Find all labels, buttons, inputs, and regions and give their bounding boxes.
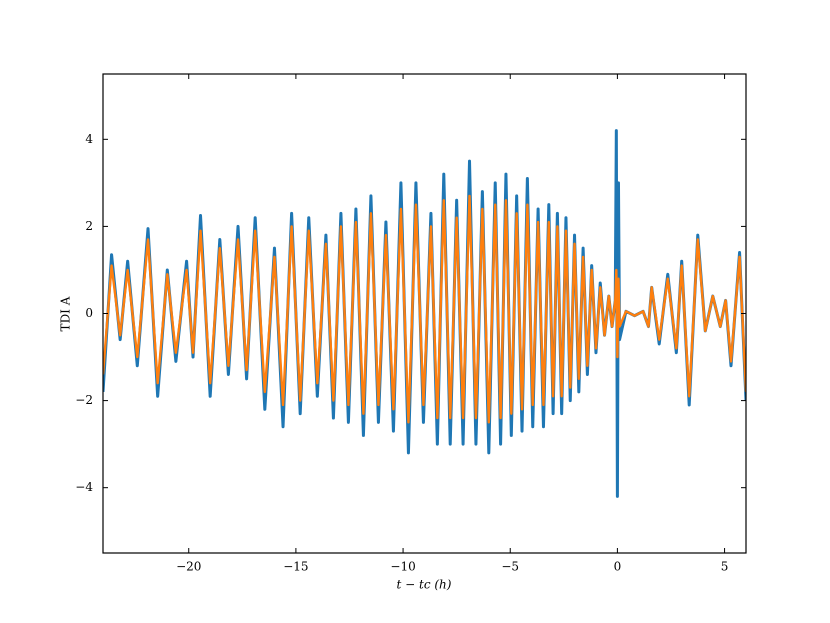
x-tick-label: 0 xyxy=(614,560,622,574)
x-tick-label: −20 xyxy=(176,560,201,574)
series-line xyxy=(103,194,746,424)
x-tick-label: −5 xyxy=(501,560,519,574)
x-axis-label: t − tc (h) xyxy=(397,578,452,592)
y-tick-label: −4 xyxy=(75,480,93,494)
x-tick-label: −10 xyxy=(390,560,415,574)
y-tick-label: 2 xyxy=(85,219,93,233)
x-tick-label: −15 xyxy=(283,560,308,574)
x-tick-label: 5 xyxy=(721,560,729,574)
y-tick-label: 0 xyxy=(85,306,93,320)
y-tick-label: 4 xyxy=(85,132,93,146)
y-tick-label: −2 xyxy=(75,393,93,407)
plot-area xyxy=(103,129,746,498)
y-axis-label: TDI A xyxy=(59,296,73,331)
